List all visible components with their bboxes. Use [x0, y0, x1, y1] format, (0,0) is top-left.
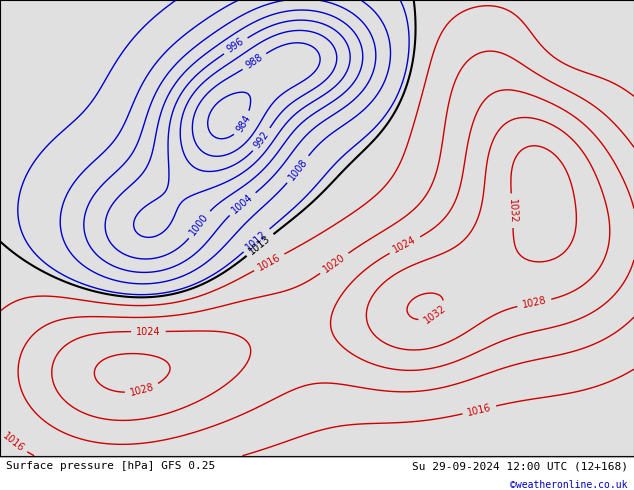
Text: 1028: 1028	[129, 382, 155, 398]
Text: 1012: 1012	[244, 228, 269, 252]
Text: 984: 984	[234, 113, 252, 134]
Text: 1020: 1020	[321, 252, 347, 274]
Text: 1024: 1024	[136, 326, 161, 337]
Text: Surface pressure [hPa] GFS 0.25: Surface pressure [hPa] GFS 0.25	[6, 462, 216, 471]
Text: 1008: 1008	[287, 157, 309, 182]
Text: 1032: 1032	[507, 198, 518, 223]
Text: 1004: 1004	[230, 192, 255, 216]
Text: 1024: 1024	[392, 235, 418, 255]
Text: 992: 992	[252, 129, 271, 150]
Text: 1000: 1000	[188, 212, 210, 237]
Text: 996: 996	[225, 37, 246, 55]
Text: 1028: 1028	[521, 295, 547, 310]
Text: Su 29-09-2024 12:00 UTC (12+168): Su 29-09-2024 12:00 UTC (12+168)	[411, 462, 628, 471]
Text: 1016: 1016	[1, 430, 26, 454]
Text: 988: 988	[244, 52, 265, 71]
Text: 1016: 1016	[466, 402, 493, 417]
Text: ©weatheronline.co.uk: ©weatheronline.co.uk	[510, 480, 628, 490]
Text: 1032: 1032	[422, 303, 448, 326]
Text: 1013: 1013	[247, 233, 273, 257]
Text: 1016: 1016	[256, 252, 282, 272]
